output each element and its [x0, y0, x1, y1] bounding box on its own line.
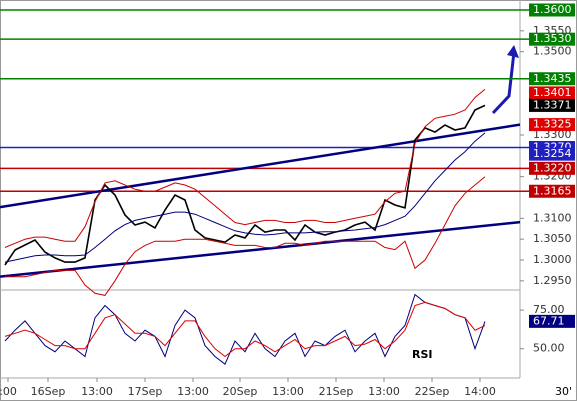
level-label: 1.3165 — [533, 184, 572, 197]
level-box — [529, 3, 575, 17]
level-label: 1.3401 — [533, 86, 572, 99]
rsi-label: RSI — [412, 348, 433, 361]
x-tick-label: 13:00 — [368, 385, 400, 398]
x-tick-label: 14:00 — [464, 385, 496, 398]
timeframe: 30' — [555, 385, 572, 398]
rsi-line — [4, 293, 486, 365]
rsi-tick-label: 75.00 — [533, 303, 565, 316]
level-box — [529, 161, 575, 175]
x-tick-label: :00 — [0, 385, 17, 398]
level-label: 1.3325 — [533, 118, 572, 131]
rsi-line — [4, 301, 486, 358]
level-label: 1.3530 — [533, 32, 572, 45]
rsi-current-box — [529, 314, 575, 328]
level-box — [529, 147, 575, 161]
level-box — [529, 32, 575, 46]
forecast-arrowhead — [507, 45, 519, 58]
rsi-current-label: 67.71 — [533, 314, 565, 327]
y-tick-label: 1.3050 — [533, 232, 572, 245]
x-tick-label: 20Sep — [223, 385, 258, 398]
series-line — [4, 88, 486, 248]
x-tick-label: 13:00 — [177, 385, 209, 398]
level-label: 1.3371 — [533, 98, 572, 111]
level-box — [529, 86, 575, 100]
level-box — [529, 72, 575, 86]
trendline — [0, 220, 521, 278]
level-label: 1.3254 — [533, 147, 572, 160]
series-line — [5, 176, 486, 296]
x-tick-label: 16Sep — [31, 385, 66, 398]
y-tick-label: 1.3300 — [533, 128, 572, 141]
level-label: 1.3220 — [533, 161, 572, 174]
trendline — [0, 123, 521, 209]
x-tick-label: 21Sep — [319, 385, 354, 398]
rsi-tick-label: 50.00 — [533, 342, 565, 355]
y-tick-label: 1.3100 — [533, 211, 572, 224]
series-line — [4, 104, 486, 266]
y-tick-label: 1.3000 — [533, 253, 572, 266]
y-tick-label: 1.3500 — [533, 45, 572, 58]
x-tick-label: 13:00 — [272, 385, 304, 398]
level-label: 1.3435 — [533, 72, 572, 85]
level-box — [529, 98, 575, 112]
x-tick-label: 22Sep — [415, 385, 450, 398]
x-tick-label: 13:00 — [81, 385, 113, 398]
x-tick-label: 17Sep — [128, 385, 163, 398]
forecast-arrow — [491, 51, 516, 115]
level-box — [529, 184, 575, 198]
y-tick-label: 1.2950 — [533, 274, 572, 287]
level-label: 1.3600 — [533, 3, 572, 16]
level-box — [529, 118, 575, 132]
series-line — [4, 132, 486, 263]
